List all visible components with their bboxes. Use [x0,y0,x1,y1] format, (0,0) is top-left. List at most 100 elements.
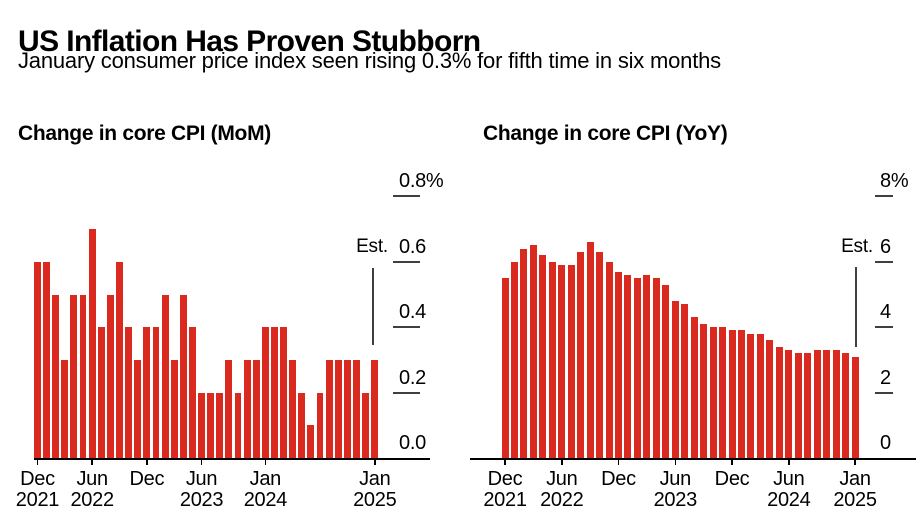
x-axis-label-line: 2021 [483,488,527,511]
bar-oct-2024 [823,350,831,458]
x-axis-label-line: 2024 [767,488,811,511]
bar-jun-2022 [88,229,96,458]
x-axis-tick [264,458,267,465]
x-axis-label-line: Dec [714,468,750,490]
x-axis-label-line: Dec [20,468,55,490]
y-axis-tick [393,195,420,198]
x-axis-label-line: Jun [546,468,578,490]
bar-feb-2024 [271,327,278,458]
x-axis-label-line: Dec [601,468,636,490]
bar-jul-2022 [97,327,105,458]
y-axis-tick [393,260,420,263]
y-axis-label: 4 [880,301,891,324]
bar-mar-2024 [756,333,764,458]
y-axis-label: 0.0 [399,432,426,454]
bar-feb-2023 [633,278,641,458]
estimate-label: Est. [841,236,873,257]
bar-dec-2022 [143,327,151,458]
x-axis-tick [674,458,677,465]
bar-mar-2022 [61,359,69,458]
x-axis-tick [561,458,563,465]
bar-feb-2022 [520,248,528,458]
x-axis-tick [617,458,620,465]
bar-may-2023 [188,327,196,458]
x-axis-label: Jun 2022 [524,469,600,510]
x-axis-label-line: 2022 [540,488,584,511]
x-axis-label-line: Dec [129,468,165,490]
bar-jan-2025 [851,356,859,458]
bar-aug-2023 [216,392,224,458]
y-axis-tick [875,260,893,263]
bar-dec-2021 [34,261,41,458]
x-axis-label-line: Dec [487,468,523,490]
bar-may-2022 [548,261,556,458]
bar-apr-2023 [652,278,660,458]
bar-nov-2022 [605,261,613,458]
bar-may-2024 [775,346,783,458]
figure-subtitle: January consumer price index seen rising… [18,48,721,73]
x-axis-label-line: Jun [659,468,692,490]
bar-jan-2023 [624,274,632,458]
x-axis-tick [731,458,733,465]
bar-aug-2022 [577,251,585,458]
y-axis-label: 0.6 [399,235,426,258]
bar-may-2022 [79,294,87,458]
y-axis-label: 2 [880,366,891,389]
bar-mar-2022 [529,245,537,458]
x-axis-label: Jan 2025 [337,469,413,510]
bar-feb-2024 [747,333,755,458]
x-axis-line [470,458,916,460]
x-axis-tick [854,458,856,465]
y-axis-tick [875,326,893,329]
x-axis-tick [36,458,39,465]
estimate-marker-line [372,268,375,345]
x-axis-tick [504,458,506,465]
x-axis-label-line: 2023 [179,488,224,511]
bar-sep-2022 [586,242,594,458]
bar-oct-2022 [596,251,604,458]
bar-apr-2022 [70,294,78,458]
x-axis-label-line: Jun [76,468,108,490]
bar-jun-2024 [307,425,315,458]
y-axis-tick [875,391,893,394]
bar-apr-2022 [539,255,547,458]
bar-nov-2024 [353,359,360,458]
bar-jun-2022 [558,265,566,458]
bar-jan-2025 [371,359,379,458]
bar-jul-2023 [681,304,689,458]
y-axis-label: 0 [880,432,891,454]
bar-oct-2022 [125,327,133,458]
bar-dec-2023 [252,359,260,458]
bar-sep-2023 [700,323,708,458]
bar-may-2023 [662,284,670,458]
bar-sep-2024 [334,359,342,458]
bar-mar-2023 [643,274,651,458]
x-axis-label-line: Jan [249,468,282,490]
x-axis-label-line: 2021 [15,488,60,511]
bar-jan-2024 [261,327,269,458]
bar-nov-2023 [719,327,727,458]
bar-oct-2024 [343,359,351,458]
estimate-marker-line [855,267,857,347]
bar-may-2024 [298,392,306,458]
x-axis-label: Jun 2022 [54,469,130,510]
bar-aug-2024 [325,359,333,458]
chart-mom-title: Change in core CPI (MoM) [18,122,271,145]
x-axis-label: Jun 2024 [751,469,827,510]
bar-apr-2023 [179,294,187,458]
x-axis-tick [200,458,203,465]
y-axis-tick [393,391,420,394]
x-axis-tick [146,458,148,465]
x-axis-label: Dec [694,469,770,490]
x-axis-tick [788,458,790,465]
bar-jan-2022 [510,261,518,458]
bar-mar-2023 [170,359,178,458]
bar-oct-2023 [234,392,242,458]
bar-aug-2022 [106,294,114,458]
x-axis-label-line: 2024 [243,488,288,511]
x-axis-label: Dec [581,469,657,490]
x-axis-label-line: Jan [359,468,391,490]
bar-aug-2024 [804,353,812,458]
x-axis-line [34,458,430,460]
